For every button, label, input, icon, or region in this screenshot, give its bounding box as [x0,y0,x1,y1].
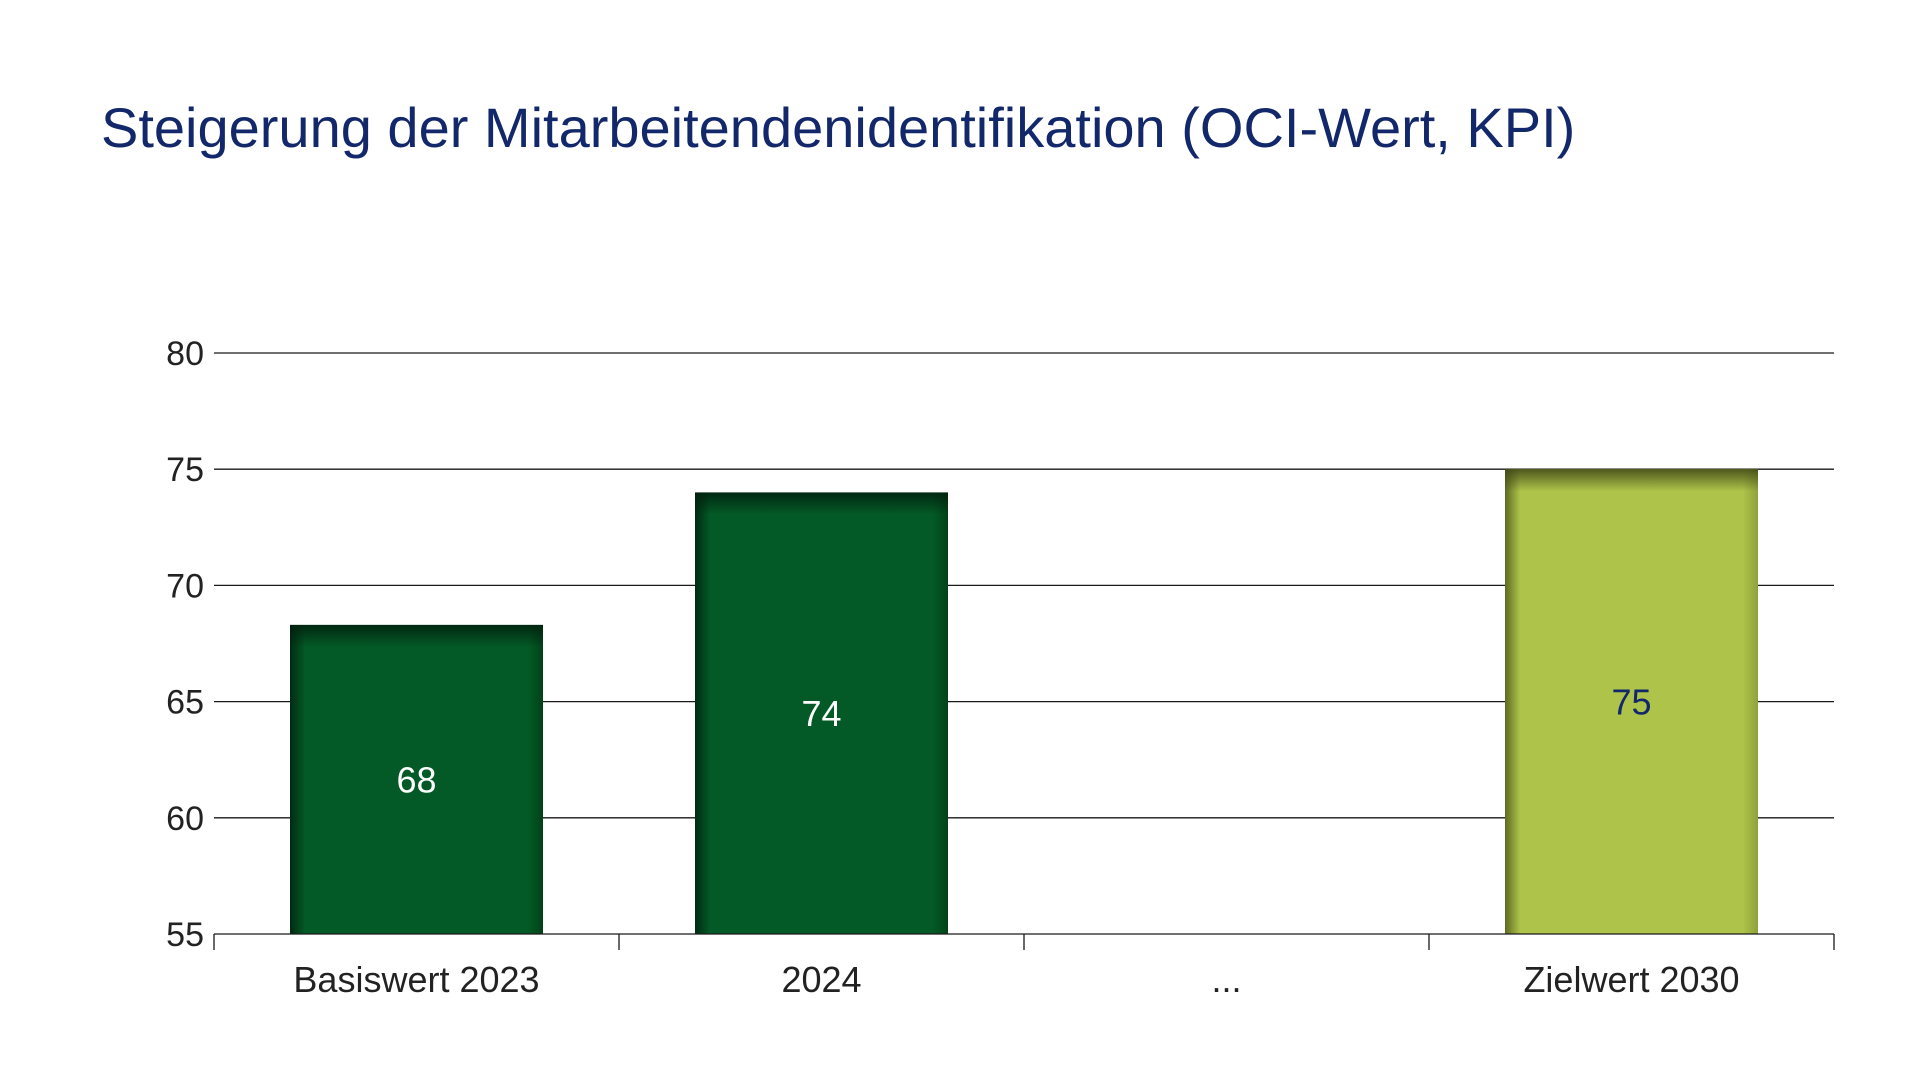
bar-1 [290,624,543,934]
y-tick-label: 70 [166,567,204,605]
bar-top-shade [695,492,948,515]
y-tick-label: 65 [166,684,204,722]
x-category-label: ... [1211,959,1241,1000]
y-tick-label: 55 [166,916,204,954]
data-label: 74 [801,693,841,734]
bar-top-shade [1505,469,1758,492]
x-category-label: Zielwert 2030 [1523,959,1739,1000]
y-tick-label: 80 [166,335,204,373]
x-axis [213,933,1835,950]
data-label: 75 [1611,682,1651,723]
chart-title: Steigerung der Mitarbeitendenidentifikat… [101,96,1576,159]
bar-2 [695,492,948,934]
x-category-label: Basiswert 2023 [293,959,539,1000]
bar-top-shade [290,624,543,647]
y-tick-label: 60 [166,800,204,838]
bars [290,469,1758,934]
bar-4 [1505,469,1758,934]
y-tick-label: 75 [166,451,204,489]
x-category-label: 2024 [781,959,861,1000]
labels: 55 60 65 70 75 80 68 74 75 Basiswert 2023 2024... Z… [166,335,1739,1000]
data-label: 68 [396,759,436,800]
